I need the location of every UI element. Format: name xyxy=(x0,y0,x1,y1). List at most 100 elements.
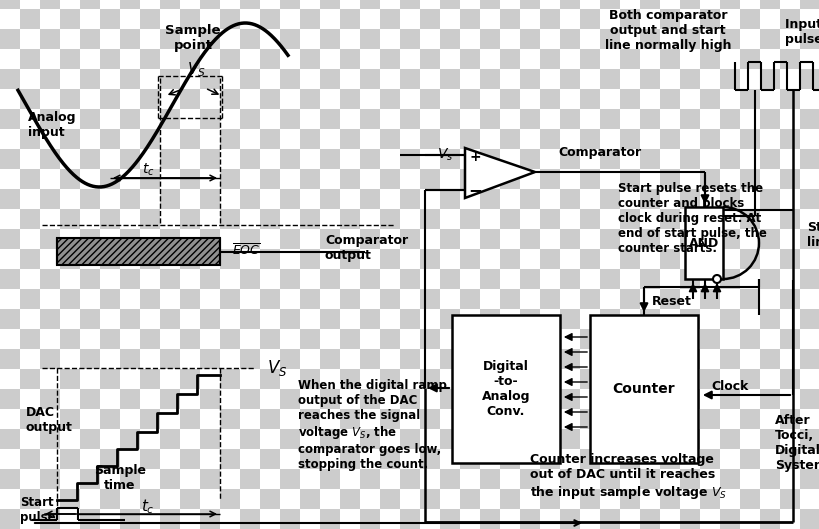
Bar xyxy=(440,509,459,529)
Bar xyxy=(120,149,140,169)
Bar xyxy=(219,229,240,249)
Bar xyxy=(479,189,500,209)
Bar xyxy=(140,309,160,329)
Bar xyxy=(440,169,459,189)
Bar xyxy=(579,149,600,169)
Bar xyxy=(180,329,200,349)
Bar xyxy=(180,69,200,89)
Bar xyxy=(260,289,279,309)
Bar xyxy=(360,449,379,469)
Bar xyxy=(20,109,40,129)
Bar xyxy=(340,189,360,209)
Bar xyxy=(360,209,379,229)
Bar xyxy=(699,509,719,529)
Bar xyxy=(619,229,639,249)
Bar xyxy=(500,449,519,469)
Bar xyxy=(379,0,400,9)
Bar xyxy=(519,0,540,9)
Bar xyxy=(479,209,500,229)
Bar xyxy=(160,249,180,269)
Bar xyxy=(200,189,219,209)
Bar xyxy=(379,209,400,229)
Bar xyxy=(319,29,340,49)
Polygon shape xyxy=(464,148,534,198)
Bar xyxy=(60,9,80,29)
Bar xyxy=(600,109,619,129)
Bar xyxy=(459,129,479,149)
Bar xyxy=(60,489,80,509)
Bar xyxy=(440,129,459,149)
Bar xyxy=(80,509,100,529)
Bar xyxy=(479,349,500,369)
Bar xyxy=(540,69,559,89)
Bar xyxy=(799,129,819,149)
Bar xyxy=(140,349,160,369)
Bar xyxy=(300,189,319,209)
Bar xyxy=(219,0,240,9)
Bar xyxy=(120,349,140,369)
Bar xyxy=(200,229,219,249)
Bar xyxy=(240,409,260,429)
Bar xyxy=(679,489,699,509)
Bar xyxy=(379,69,400,89)
Bar xyxy=(759,169,779,189)
Bar xyxy=(100,349,120,369)
Bar xyxy=(619,189,639,209)
Bar xyxy=(0,229,20,249)
Bar xyxy=(519,449,540,469)
Bar xyxy=(340,9,360,29)
Bar xyxy=(340,249,360,269)
Bar xyxy=(779,129,799,149)
Bar xyxy=(500,269,519,289)
Bar xyxy=(200,249,219,269)
Bar xyxy=(719,149,739,169)
Bar xyxy=(779,309,799,329)
Bar xyxy=(240,349,260,369)
Bar xyxy=(519,469,540,489)
Bar xyxy=(180,309,200,329)
Bar xyxy=(619,89,639,109)
Bar xyxy=(140,149,160,169)
Bar xyxy=(559,9,579,29)
Bar xyxy=(559,249,579,269)
Bar xyxy=(100,369,120,389)
Bar xyxy=(400,349,419,369)
Bar xyxy=(140,169,160,189)
Bar xyxy=(639,109,659,129)
Bar xyxy=(279,329,300,349)
Bar xyxy=(600,429,619,449)
Bar xyxy=(719,349,739,369)
Bar xyxy=(60,389,80,409)
Bar xyxy=(679,9,699,29)
Bar xyxy=(260,369,279,389)
Bar xyxy=(340,389,360,409)
Bar xyxy=(240,29,260,49)
Bar xyxy=(579,509,600,529)
Bar xyxy=(759,69,779,89)
Bar xyxy=(80,429,100,449)
Bar xyxy=(419,409,440,429)
Bar xyxy=(300,429,319,449)
Bar xyxy=(440,329,459,349)
Bar xyxy=(219,149,240,169)
Bar xyxy=(160,149,180,169)
Bar xyxy=(279,9,300,29)
Bar xyxy=(459,369,479,389)
Bar xyxy=(80,409,100,429)
Bar xyxy=(140,509,160,529)
Bar xyxy=(120,309,140,329)
Bar xyxy=(440,89,459,109)
Text: Digital
-to-
Analog
Conv.: Digital -to- Analog Conv. xyxy=(482,360,530,418)
Bar xyxy=(379,189,400,209)
Bar xyxy=(459,489,479,509)
Bar xyxy=(219,129,240,149)
Bar xyxy=(739,249,759,269)
Bar xyxy=(100,249,120,269)
Bar xyxy=(659,449,679,469)
Bar xyxy=(779,329,799,349)
Bar xyxy=(639,49,659,69)
Bar xyxy=(100,189,120,209)
Circle shape xyxy=(713,275,720,283)
Bar xyxy=(679,69,699,89)
Bar xyxy=(200,309,219,329)
